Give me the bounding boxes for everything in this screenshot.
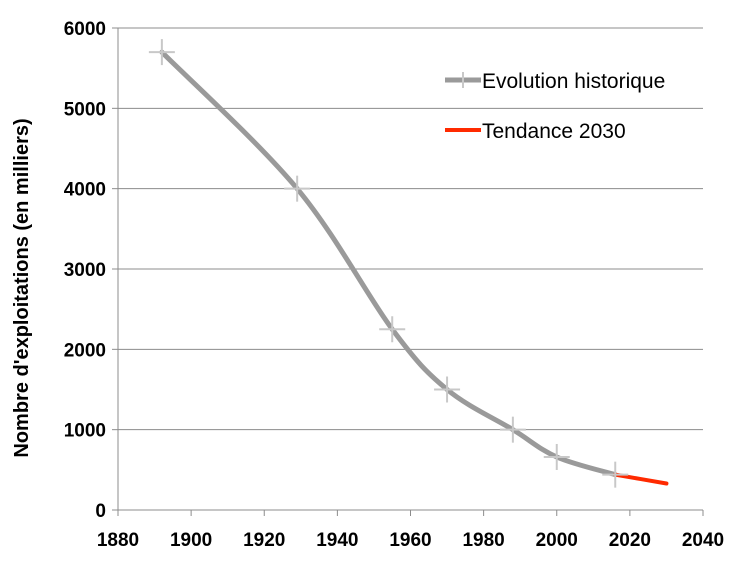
data-point-marker (543, 443, 570, 470)
y-tick-label: 4000 (64, 180, 106, 201)
x-tick-label: 1960 (389, 530, 431, 551)
data-point-marker (379, 316, 406, 343)
legend-label: Evolution historique (482, 70, 665, 93)
series-layer (159, 49, 669, 486)
x-tick-label: 1980 (462, 530, 504, 551)
y-tick-label: 3000 (64, 260, 106, 281)
y-tick-label: 2000 (64, 340, 106, 361)
data-point-marker (434, 376, 461, 403)
data-point-marker (284, 175, 311, 202)
axes: 0 1000 2000 3000 4000 5000 6000 1880 1900 1920 194… (64, 19, 724, 551)
x-tick-label: 1900 (170, 530, 212, 551)
legend-label: Tendance 2030 (482, 120, 626, 143)
y-tick-label: 1000 (64, 421, 106, 442)
x-tick-label: 1880 (97, 530, 139, 551)
legend-item: Evolution historique (445, 70, 665, 93)
legend-item: Tendance 2030 (445, 120, 626, 143)
data-point-marker (602, 461, 629, 488)
x-tick-label: 2020 (609, 530, 651, 551)
x-tick-label: 1940 (316, 530, 358, 551)
y-tick-label: 0 (95, 501, 106, 522)
marker-layer (148, 39, 629, 488)
x-tick-label: 1920 (243, 530, 285, 551)
x-tick-label: 2000 (536, 530, 578, 551)
x-tick-label: 2040 (682, 530, 724, 551)
y-tick-label: 6000 (64, 19, 106, 40)
data-point-marker (148, 39, 175, 66)
data-point-marker (499, 416, 526, 443)
series-line (159, 49, 618, 478)
legend: Evolution historique Tendance 2030 (445, 70, 665, 143)
gridlines (118, 27, 703, 431)
series-line (613, 472, 669, 486)
y-axis-title: Nombre d'exploitations (en milliers) (11, 118, 33, 457)
y-tick-label: 5000 (64, 99, 106, 120)
